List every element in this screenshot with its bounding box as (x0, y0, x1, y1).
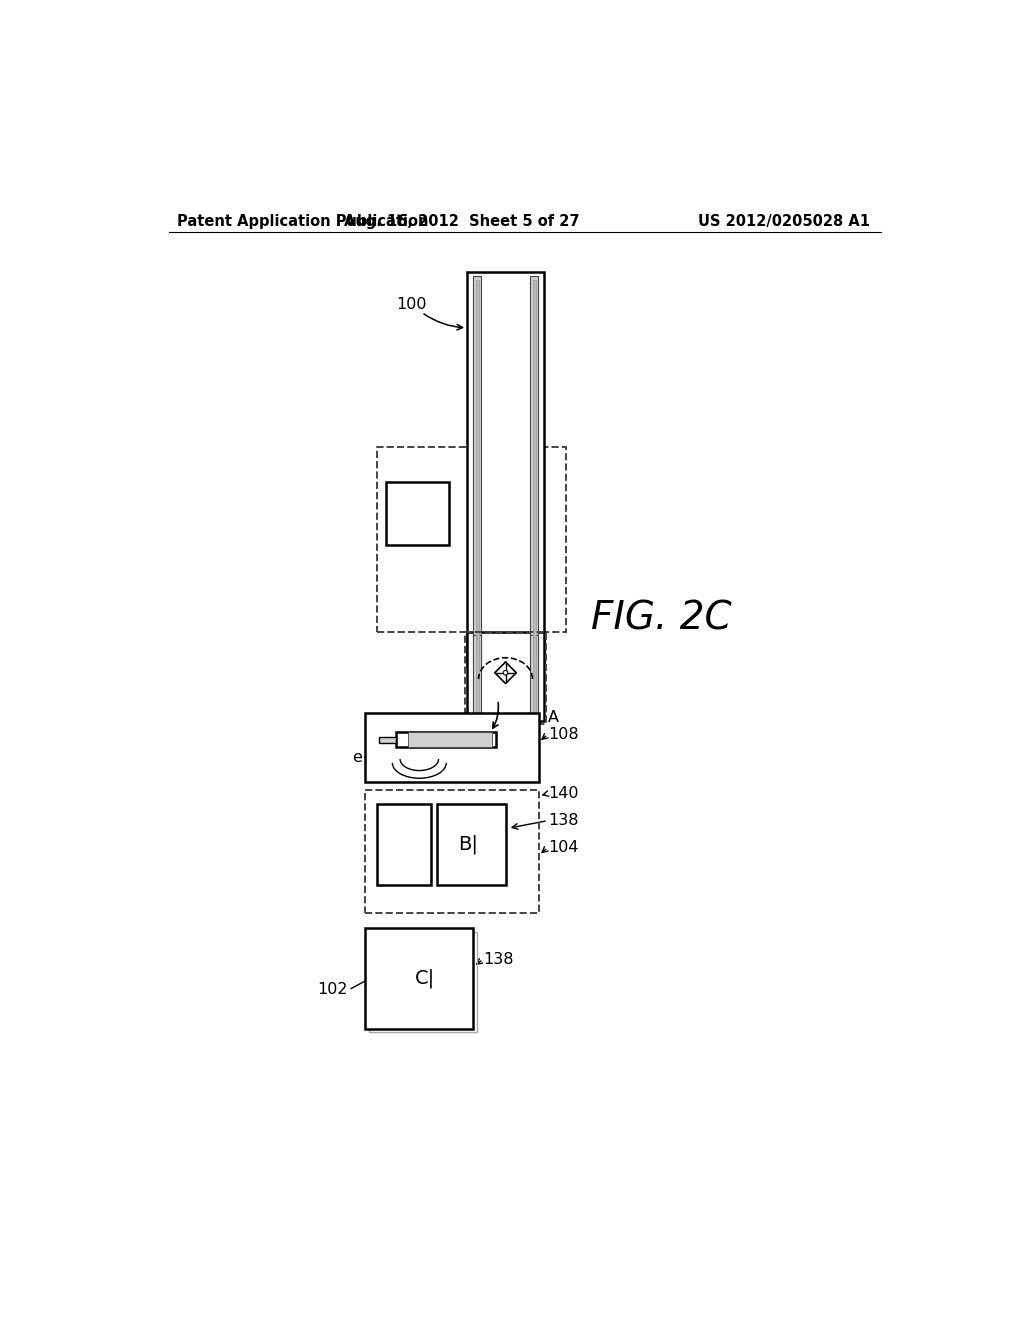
Bar (408, 733, 493, 747)
Bar (370, 932, 477, 1032)
Bar (366, 713, 539, 781)
Text: A: A (548, 710, 559, 725)
Bar (530, 276, 538, 661)
Bar (473, 635, 481, 718)
Bar (366, 928, 473, 1028)
Bar (366, 789, 539, 913)
Bar (377, 447, 565, 632)
Text: 104: 104 (548, 840, 579, 855)
Bar (465, 632, 547, 725)
Bar (437, 804, 506, 884)
Text: 102: 102 (317, 982, 348, 998)
Bar (396, 733, 497, 747)
Text: 108: 108 (548, 727, 579, 742)
Bar (532, 638, 536, 714)
Bar (386, 482, 450, 545)
Bar (377, 804, 431, 884)
Text: 140: 140 (548, 787, 579, 801)
Bar (530, 635, 538, 718)
Text: Patent Application Publication: Patent Application Publication (177, 214, 428, 228)
Bar (467, 632, 544, 721)
Text: FIG. 2C: FIG. 2C (591, 599, 731, 638)
Text: 138: 138 (548, 813, 579, 828)
Text: e: e (351, 750, 361, 766)
Text: B|: B| (458, 834, 478, 854)
Bar (467, 272, 544, 665)
Circle shape (503, 671, 508, 675)
Bar (532, 280, 536, 657)
Bar (475, 280, 478, 657)
Bar (475, 638, 478, 714)
Bar (379, 737, 396, 743)
Text: 138: 138 (483, 952, 514, 966)
Text: US 2012/0205028 A1: US 2012/0205028 A1 (697, 214, 869, 228)
Bar (473, 276, 481, 661)
Text: C|: C| (415, 969, 435, 989)
Text: Aug. 16, 2012  Sheet 5 of 27: Aug. 16, 2012 Sheet 5 of 27 (344, 214, 580, 228)
Text: 100: 100 (396, 297, 427, 313)
